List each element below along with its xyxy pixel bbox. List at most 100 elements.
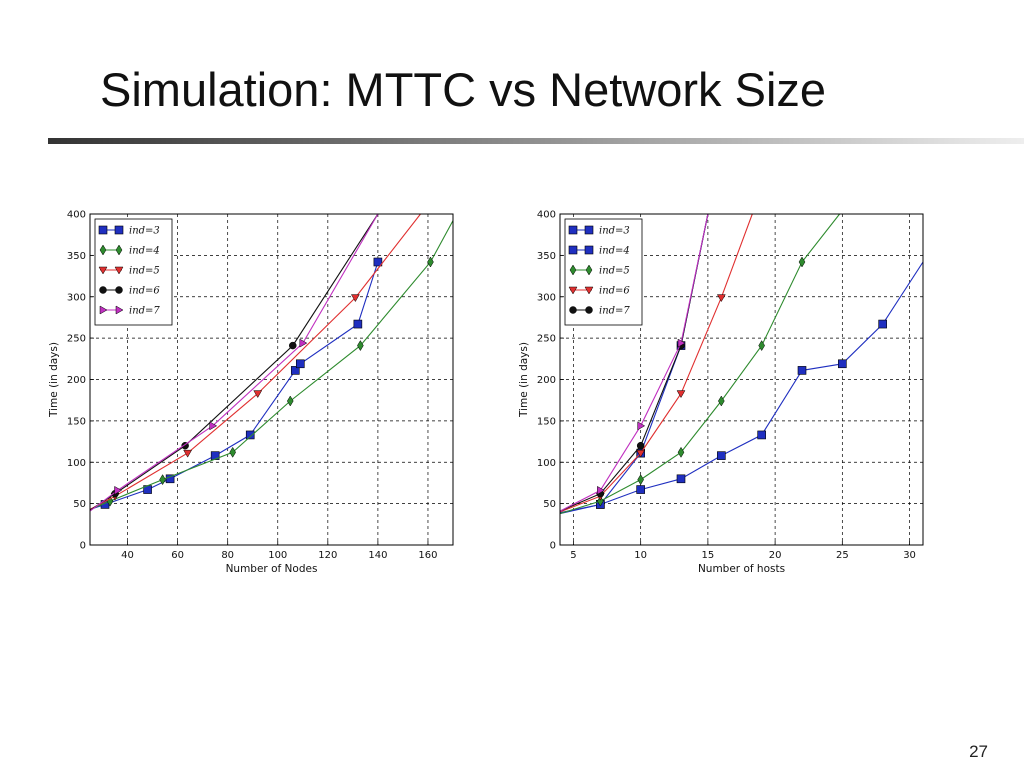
data-point [229,446,236,458]
y-tick-label: 250 [67,334,86,345]
data-point [350,294,360,303]
legend-label: ind=5 [129,266,160,277]
y-tick-label: 250 [537,334,556,345]
y-tick-label: 150 [67,416,86,427]
x-tick-label: 80 [221,550,234,561]
legend-label: ind=3 [129,226,160,237]
legend-marker [569,306,577,314]
y-tick-label: 400 [67,210,86,221]
legend-label: ind=6 [129,286,160,297]
legend-label: ind=4 [599,246,630,257]
legend-marker [115,305,124,315]
data-point [290,366,300,375]
page-number: 27 [969,742,988,761]
series-line [560,214,753,513]
x-tick-label: 30 [903,550,916,561]
legend-marker [585,306,593,314]
series-line [560,261,923,515]
y-tick-label: 0 [550,541,556,552]
title-rule [48,138,1024,144]
legend-marker [585,264,593,276]
y-tick-label: 400 [537,210,556,221]
legend-marker [584,245,594,255]
y-axis-label: Time (in days) [518,342,530,418]
data-point [289,341,297,350]
data-point [245,430,255,440]
data-point [636,449,646,458]
data-point [718,395,725,407]
x-tick-label: 120 [318,550,337,561]
slide-title: Simulation: MTTC vs Network Size [100,63,827,116]
data-point [758,340,765,352]
data-point [637,474,644,486]
x-axis-label: Number of hosts [698,563,785,575]
data-point [253,390,263,399]
legend-marker [114,266,124,275]
data-point [357,340,364,352]
legend-marker [584,286,594,295]
data-point [717,451,726,460]
data-point [676,474,686,484]
title-rule-bar [48,138,1024,144]
data-point [798,256,806,268]
series-unnamed-5 [560,214,709,512]
data-point [757,430,766,440]
y-tick-label: 200 [67,375,86,386]
data-point [636,485,645,494]
series-ind=5 [560,214,841,515]
y-tick-label: 150 [537,416,556,427]
legend-label: ind=7 [129,306,160,317]
legend-box [564,218,643,326]
y-tick-label: 100 [537,458,556,469]
legend-marker [115,244,123,256]
legend-marker [568,225,578,235]
x-axis-label: Number of Nodes [226,563,318,575]
data-point [797,366,807,375]
series-ind=3 [560,261,923,515]
y-tick-label: 300 [67,292,86,303]
data-point [597,485,605,495]
y-tick-label: 100 [67,458,86,469]
legend-marker [98,266,108,275]
legend-box [94,218,173,326]
legend-marker [114,225,124,235]
legend-marker [99,244,107,256]
legend-marker [115,286,123,294]
series-ind=4 [90,220,453,510]
x-tick-label: 160 [418,550,437,561]
series-ind=7 [90,214,379,512]
y-tick-label: 350 [537,251,556,262]
data-point [295,359,305,369]
y-axis-label: Time (in days) [48,342,60,418]
x-tick-label: 20 [769,550,782,561]
x-tick-label: 60 [171,550,184,561]
legend-marker [584,225,594,235]
y-tick-label: 50 [73,499,86,510]
legend-marker [568,245,578,255]
y-tick-label: 300 [537,292,556,303]
plot-frame [89,213,454,546]
x-tick-label: 15 [702,550,715,561]
x-tick-label: 5 [570,550,576,561]
legend-label: ind=5 [599,266,630,277]
legend-marker [98,225,108,235]
y-tick-label: 0 [80,541,86,552]
data-point [299,338,308,348]
chart-mttc-vs-nodes: 40 60 80 100 120 140 160 0 50 100 150 200 250 300 350 4… [48,210,454,575]
data-point [636,441,645,450]
x-tick-label: 100 [268,550,287,561]
x-tick-label: 40 [121,550,134,561]
data-point [373,257,383,267]
data-point [677,338,686,348]
legend-label: ind=4 [129,246,160,257]
data-point [353,319,363,329]
series-ind=3 [90,257,383,510]
chart-mttc-vs-hosts: 5 10 15 20 25 30050100150200250300350400Numbe… [518,210,924,575]
y-tick-label: 350 [67,251,86,262]
data-point [677,446,685,458]
data-point [427,256,434,268]
data-point [183,449,193,458]
data-point [114,485,123,495]
data-point [838,359,847,369]
x-tick-label: 10 [634,550,647,561]
